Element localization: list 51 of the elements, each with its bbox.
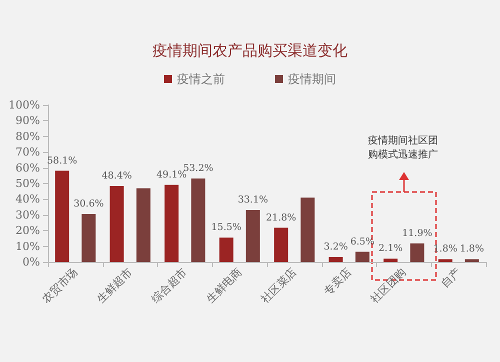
y-tick-label: 60%: [16, 161, 40, 174]
data-label: 3.2%: [324, 241, 348, 252]
bar: [219, 238, 234, 262]
data-label: 2.1%: [378, 243, 403, 254]
y-tick-label: 50%: [16, 177, 40, 190]
y-tick-label: 20%: [16, 224, 40, 238]
data-label: 11.9%: [402, 228, 432, 239]
bar: [410, 243, 424, 262]
bar: [274, 228, 288, 262]
y-tick-label: 30%: [16, 208, 40, 222]
x-tick-label: 生鲜电商: [204, 265, 244, 306]
bar: [328, 256, 343, 262]
y-tick-label: 90%: [16, 114, 40, 128]
bar: [438, 259, 452, 262]
x-tick-label: 社区菜店: [258, 265, 299, 306]
bar: [246, 210, 260, 262]
bar: [300, 198, 315, 262]
bar: [355, 252, 370, 262]
x-tick-label: 专卖店: [321, 265, 354, 298]
x-tick-label: 社区团购: [368, 265, 408, 306]
y-tick-label: 0%: [22, 256, 40, 268]
x-tick-label: 自产: [438, 265, 464, 290]
y-tick-label: 100%: [8, 98, 40, 112]
data-label: 1.8%: [433, 244, 458, 255]
data-label: 48.4%: [102, 170, 132, 182]
data-label: 1.8%: [460, 244, 484, 255]
data-label: 33.1%: [238, 194, 268, 206]
y-tick-label: 40%: [16, 192, 40, 206]
x-tick-label: 农贸市场: [40, 265, 80, 306]
legend-label: 疫情之前: [177, 72, 225, 86]
legend-label: 疫情期间: [288, 72, 336, 86]
bar: [164, 184, 179, 262]
y-tick-label: 10%: [16, 240, 40, 253]
bar: [384, 258, 398, 262]
chart-title: 疫情期间农产品购买渠道变化: [152, 42, 348, 60]
data-label: 58.1%: [46, 155, 78, 166]
y-tick-label: 80%: [16, 130, 40, 143]
bar: [110, 186, 124, 262]
x-tick-label: 生鲜超市: [94, 265, 135, 306]
data-label: 15.5%: [211, 222, 242, 234]
bar: [55, 170, 70, 262]
bar: [82, 214, 96, 262]
annotation: 疫情期间社区团购模式迅速推广: [368, 134, 438, 160]
data-label: 21.8%: [266, 212, 296, 224]
x-tick-label: 综合超市: [149, 265, 190, 306]
data-label: 30.6%: [74, 198, 104, 210]
data-label: 6.5%: [350, 236, 374, 248]
bar: [191, 178, 206, 262]
bar: [136, 188, 150, 262]
y-tick-label: 70%: [16, 146, 40, 159]
bar: [464, 259, 479, 262]
